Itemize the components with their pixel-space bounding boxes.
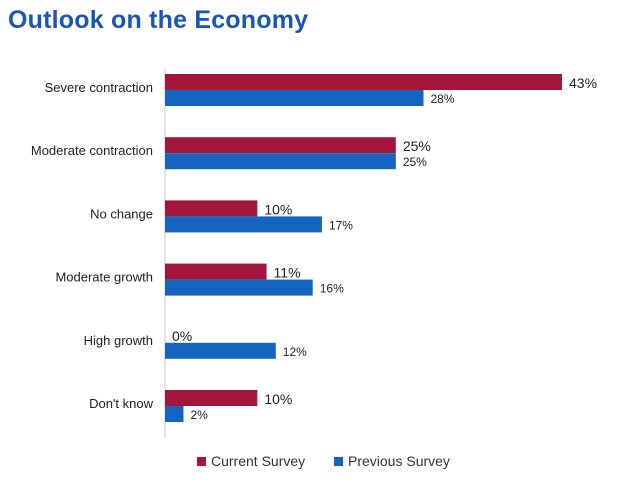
legend: Current Survey Previous Survey <box>197 453 450 469</box>
data-label-previous-survey-don-t-know: 2% <box>190 408 208 422</box>
legend-label-previous-survey: Previous Survey <box>348 453 450 469</box>
data-label-current-survey-high-growth: 0% <box>172 328 192 344</box>
bar-previous-survey-moderate-contraction <box>165 153 396 170</box>
data-label-current-survey-no-change: 10% <box>264 201 292 217</box>
data-label-previous-survey-high-growth: 12% <box>283 345 307 359</box>
bars-layer: Severe contraction 43% 28% Moderate contrac… <box>31 74 597 422</box>
bar-previous-survey-don-t-know <box>165 406 184 422</box>
data-label-previous-survey-severe-contraction: 28% <box>431 92 455 106</box>
category-label-high-growth: High growth <box>84 333 153 348</box>
legend-label-current-survey: Current Survey <box>211 453 305 469</box>
category-label-don-t-know: Don't know <box>89 396 154 411</box>
category-label-severe-contraction: Severe contraction <box>45 80 153 95</box>
bar-current-survey-severe-contraction <box>165 74 562 90</box>
legend-swatch-previous-survey <box>334 457 343 466</box>
bar-current-survey-don-t-know <box>165 390 258 406</box>
bar-previous-survey-no-change <box>165 216 322 233</box>
data-label-current-survey-moderate-growth: 11% <box>274 265 301 281</box>
bar-current-survey-no-change <box>165 200 258 217</box>
category-label-moderate-growth: Moderate growth <box>55 270 153 285</box>
bar-previous-survey-severe-contraction <box>165 90 424 106</box>
data-label-current-survey-severe-contraction: 43% <box>569 75 597 91</box>
data-label-previous-survey-no-change: 17% <box>329 218 353 232</box>
data-label-previous-survey-moderate-contraction: 25% <box>403 155 427 169</box>
bar-current-survey-moderate-contraction <box>165 137 396 154</box>
legend-swatch-current-survey <box>197 457 206 466</box>
bar-current-survey-moderate-growth <box>165 263 267 280</box>
data-label-current-survey-moderate-contraction: 25% <box>403 138 431 154</box>
category-label-no-change: No change <box>90 206 153 221</box>
category-label-moderate-contraction: Moderate contraction <box>31 143 153 158</box>
data-label-current-survey-don-t-know: 10% <box>264 391 292 407</box>
chart-title: Outlook on the Economy <box>8 6 309 34</box>
data-label-previous-survey-moderate-growth: 16% <box>320 282 344 296</box>
bar-previous-survey-moderate-growth <box>165 279 313 296</box>
bar-previous-survey-high-growth <box>165 342 276 359</box>
